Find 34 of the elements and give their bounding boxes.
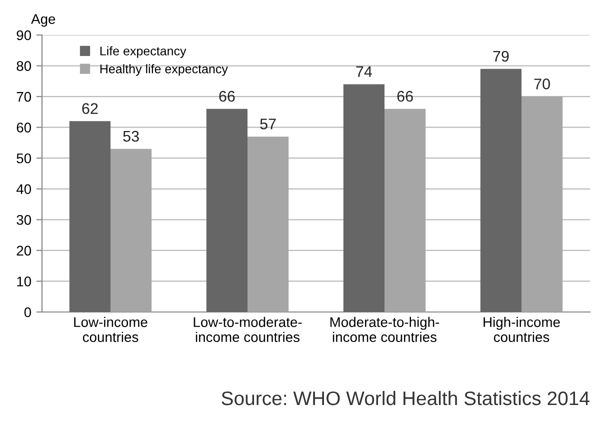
- y-tick-label: 20: [16, 246, 32, 256]
- data-label: 66: [219, 90, 235, 102]
- data-label: 79: [493, 50, 509, 62]
- bar: [248, 136, 289, 312]
- bar: [384, 108, 426, 312]
- y-tick-label: 80: [16, 61, 32, 71]
- legend-label: Life expectancy: [100, 46, 186, 58]
- y-tick-label: 40: [16, 184, 32, 194]
- y-tick-label: 50: [16, 153, 32, 164]
- legend-label: Healthy life expectancy: [100, 64, 228, 76]
- bar: [522, 96, 563, 312]
- bar: [480, 68, 522, 312]
- bar: [110, 148, 152, 312]
- x-tick-label: High-income countries: [484, 316, 560, 342]
- data-label: 70: [534, 78, 550, 90]
- y-tick-label: 90: [16, 30, 32, 40]
- y-tick-label: 70: [16, 92, 32, 102]
- data-label: 74: [356, 66, 372, 77]
- data-label: 66: [397, 90, 413, 102]
- bar: [343, 84, 384, 312]
- data-label: 57: [260, 118, 276, 130]
- y-tick-label: 30: [16, 215, 32, 225]
- x-tick-label: Low-to-moderate- income countries: [194, 316, 302, 342]
- y-tick-label: 0: [24, 307, 32, 318]
- x-tick-label: Low-income countries: [74, 316, 148, 342]
- data-label: 62: [82, 103, 98, 114]
- bar: [69, 121, 110, 312]
- y-tick-label: 60: [16, 122, 32, 133]
- x-tick-label: Moderate-to-high- income countries: [330, 316, 440, 342]
- source-note: Source: WHO World Health Statistics 2014: [222, 390, 590, 406]
- data-label: 53: [123, 130, 139, 142]
- bar: [206, 108, 248, 312]
- y-tick-label: 10: [17, 276, 32, 286]
- y-axis-title: Age: [31, 14, 56, 27]
